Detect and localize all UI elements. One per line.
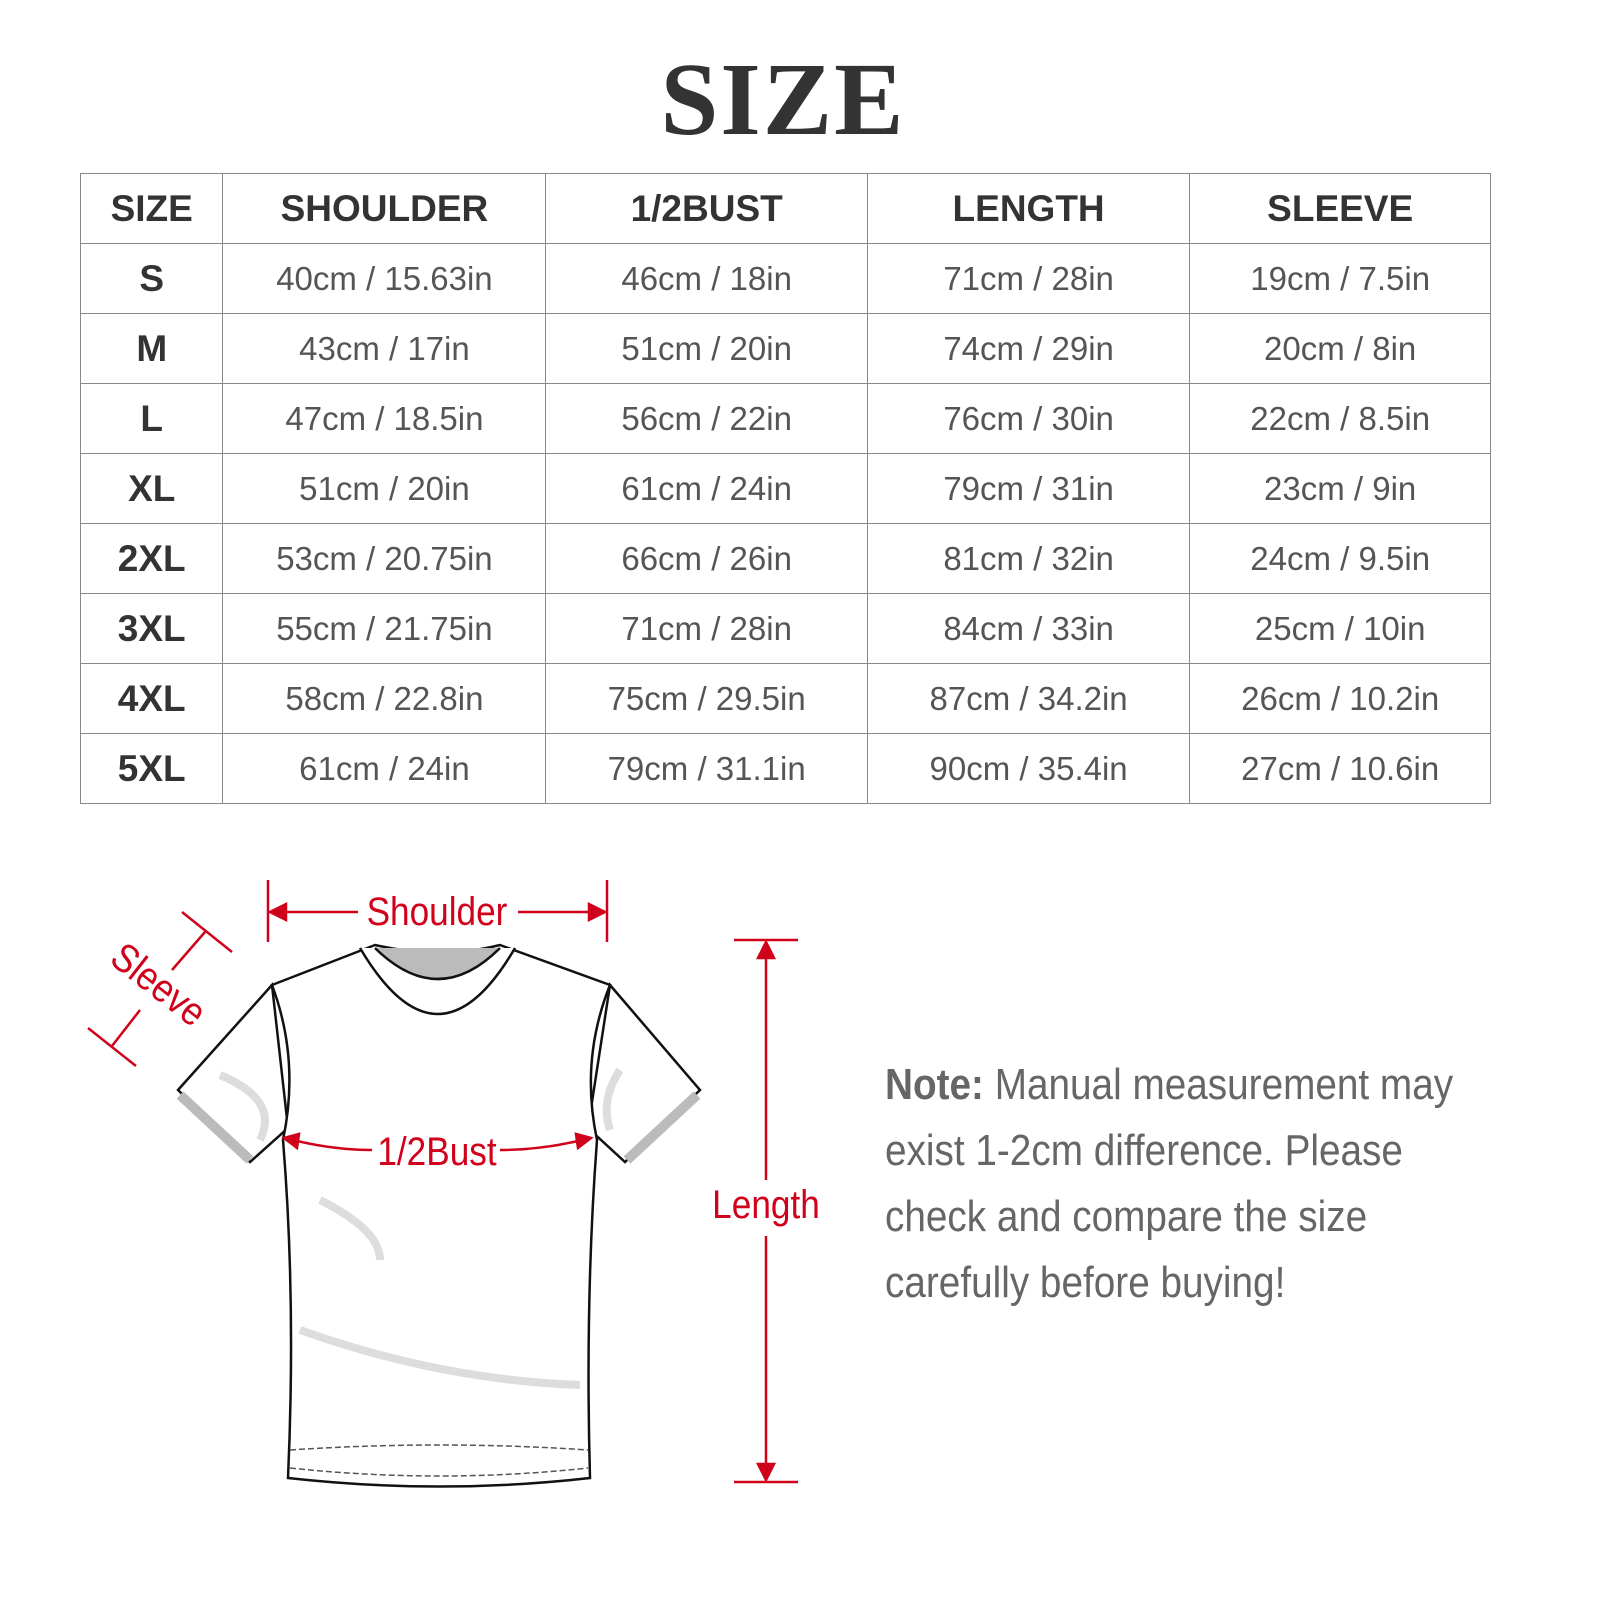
size-cell: L <box>79 383 224 454</box>
table-row: M 43cm / 17in 51cm / 20in 74cm / 29in 20cm /… <box>79 313 1491 384</box>
note-label: Note: <box>885 1060 984 1109</box>
measurement-cell: 87cm / 34.2in <box>866 663 1191 734</box>
tshirt-icon <box>176 943 702 1488</box>
size-cell: 3XL <box>79 593 224 664</box>
table-row: 2XL 53cm / 20.75in 66cm / 26in 81cm / 32in 2… <box>79 523 1491 594</box>
measurement-cell: 66cm / 26in <box>545 523 868 594</box>
table-header-row: SIZE SHOULDER 1/2BUST LENGTH SLEEVE <box>79 173 1491 244</box>
measurement-arrows <box>87 880 798 1484</box>
measurement-cell: 43cm / 17in <box>222 313 547 384</box>
column-header: LENGTH <box>866 173 1191 244</box>
column-header: SLEEVE <box>1189 173 1491 244</box>
column-header: SIZE <box>79 173 224 244</box>
measurement-cell: 51cm / 20in <box>545 313 868 384</box>
table-row: 5XL 61cm / 24in 79cm / 31.1in 90cm / 35.4in… <box>79 733 1491 804</box>
measurement-cell: 58cm / 22.8in <box>222 663 547 734</box>
table-row: S 40cm / 15.63in 46cm / 18in 71cm / 28in 19c… <box>79 243 1491 314</box>
measurement-cell: 46cm / 18in <box>545 243 868 314</box>
measurement-cell: 22cm / 8.5in <box>1189 383 1491 454</box>
measurement-cell: 51cm / 20in <box>222 453 547 524</box>
measurement-cell: 56cm / 22in <box>545 383 868 454</box>
page-title: SIZE <box>660 42 906 157</box>
measurement-cell: 61cm / 24in <box>545 453 868 524</box>
measurement-cell: 20cm / 8in <box>1189 313 1491 384</box>
column-header: 1/2BUST <box>545 173 868 244</box>
measurement-cell: 19cm / 7.5in <box>1189 243 1491 314</box>
table-row: L 47cm / 18.5in 56cm / 22in 76cm / 30in 22cm… <box>79 383 1491 454</box>
measurement-cell: 40cm / 15.63in <box>222 243 547 314</box>
measurement-cell: 26cm / 10.2in <box>1189 663 1491 734</box>
measurement-cell: 75cm / 29.5in <box>545 663 868 734</box>
measurement-cell: 27cm / 10.6in <box>1189 733 1491 804</box>
sleeve-label: Sleeve <box>103 934 215 1035</box>
shoulder-label: Shoulder <box>367 889 508 934</box>
measurement-cell: 25cm / 10in <box>1189 593 1491 664</box>
measurement-cell: 71cm / 28in <box>866 243 1191 314</box>
size-cell: S <box>79 243 224 314</box>
measurement-cell: 90cm / 35.4in <box>866 733 1191 804</box>
measurement-cell: 74cm / 29in <box>866 313 1191 384</box>
measurement-cell: 53cm / 20.75in <box>222 523 547 594</box>
table-row: XL 51cm / 20in 61cm / 24in 79cm / 31in 23cm … <box>79 453 1491 524</box>
measurement-cell: 84cm / 33in <box>866 593 1191 664</box>
measurement-cell: 23cm / 9in <box>1189 453 1491 524</box>
measurement-cell: 61cm / 24in <box>222 733 547 804</box>
measurement-cell: 79cm / 31in <box>866 453 1191 524</box>
note-text: Note: Manual measurement may exist 1-2cm… <box>885 1052 1501 1316</box>
measurement-cell: 76cm / 30in <box>866 383 1191 454</box>
note-body: Manual measurement may exist 1-2cm diffe… <box>885 1060 1454 1307</box>
size-cell: 4XL <box>79 663 224 734</box>
bust-label: 1/2Bust <box>377 1129 497 1174</box>
measurement-cell: 81cm / 32in <box>866 523 1191 594</box>
table-row: 3XL 55cm / 21.75in 71cm / 28in 84cm / 33in 2… <box>79 593 1491 664</box>
size-cell: XL <box>79 453 224 524</box>
size-cell: 5XL <box>79 733 224 804</box>
measurement-cell: 79cm / 31.1in <box>545 733 868 804</box>
measurement-cell: 55cm / 21.75in <box>222 593 547 664</box>
measurement-cell: 71cm / 28in <box>545 593 868 664</box>
length-label: Length <box>712 1182 820 1227</box>
size-cell: M <box>79 313 224 384</box>
measurement-cell: 24cm / 9.5in <box>1189 523 1491 594</box>
table-row: 4XL 58cm / 22.8in 75cm / 29.5in 87cm / 34.2… <box>79 663 1491 734</box>
size-table: SIZE SHOULDER 1/2BUST LENGTH SLEEVE S 40cm / … <box>79 173 1491 804</box>
